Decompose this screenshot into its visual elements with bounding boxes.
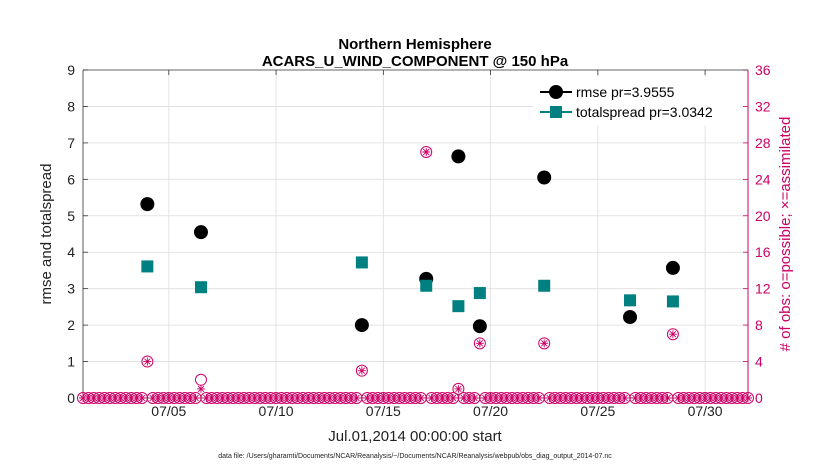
rmse-point bbox=[140, 197, 155, 212]
obs-assimilated-marker bbox=[416, 394, 425, 402]
obs-assimilated-marker bbox=[540, 339, 549, 348]
chart-title-line2: ACARS_U_WIND_COMPONENT @ 150 hPa bbox=[262, 53, 569, 70]
rmse-point bbox=[451, 149, 466, 164]
rmse-point bbox=[472, 319, 487, 334]
obs-possible-marker bbox=[141, 355, 154, 368]
x-tick-label: 07/30 bbox=[688, 403, 723, 419]
y-tick-label-right: 12 bbox=[755, 281, 771, 297]
legend-box bbox=[533, 77, 743, 125]
obs-assimilated-marker bbox=[143, 357, 152, 366]
obs-assimilated-marker bbox=[449, 394, 458, 402]
obs-possible-marker bbox=[355, 364, 368, 377]
chart-title-line1: Northern Hemisphere bbox=[338, 36, 491, 53]
y-tick-label-right: 20 bbox=[755, 208, 771, 224]
y-tick-label-left: 7 bbox=[67, 135, 75, 151]
totalspread-point bbox=[452, 300, 465, 313]
totalspread-point bbox=[473, 287, 486, 300]
obs-possible-marker bbox=[742, 392, 754, 404]
obs-possible-marker bbox=[666, 328, 679, 341]
obs-assimilated-marker bbox=[668, 330, 677, 339]
data-series bbox=[140, 149, 680, 334]
rmse-point bbox=[665, 260, 680, 275]
y-tick-label-left: 5 bbox=[67, 208, 75, 224]
x-tick-label: 07/20 bbox=[473, 403, 508, 419]
totalspread-point bbox=[355, 256, 368, 269]
y-tick-label-left: 6 bbox=[67, 171, 75, 187]
footer-data-file: data file: /Users/gharamti/Documents/NCA… bbox=[218, 453, 612, 460]
obs-assimilated-marker bbox=[620, 394, 629, 402]
y-tick-label-right: 16 bbox=[755, 244, 771, 260]
obs-assimilated-marker bbox=[534, 394, 543, 402]
obs-assimilated-marker bbox=[454, 384, 463, 393]
legend-spread-marker bbox=[550, 106, 562, 118]
y-tick-label-left: 9 bbox=[67, 62, 75, 78]
y-axis-label-left: rmse and totalspread bbox=[38, 164, 55, 305]
y-tick-label-left: 1 bbox=[67, 354, 75, 370]
obs-assimilated-marker bbox=[475, 339, 484, 348]
y-tick-label-right: 8 bbox=[755, 317, 763, 333]
y-tick-label-right: 32 bbox=[755, 98, 771, 114]
totalspread-point bbox=[666, 295, 679, 308]
x-tick-label: 07/10 bbox=[259, 403, 294, 419]
obs-assimilated-marker bbox=[357, 366, 366, 375]
y-tick-label-left: 0 bbox=[67, 390, 75, 406]
totalspread-point bbox=[194, 281, 207, 294]
obs-possible-marker bbox=[538, 337, 551, 350]
x-tick-label: 07/25 bbox=[580, 403, 615, 419]
y-tick-label-left: 2 bbox=[67, 317, 75, 333]
totalspread-point bbox=[141, 260, 154, 273]
legend: rmse pr=3.9555 totalspread pr=3.0342 bbox=[533, 77, 743, 125]
x-axis-label: Jul.01,2014 00:00:00 start bbox=[328, 428, 502, 445]
y-axis-label-right: # of obs: o=possible; ×=assimilated bbox=[777, 117, 794, 352]
obs-assimilated-marker bbox=[422, 148, 431, 156]
x-tick-label: 07/05 bbox=[151, 403, 186, 419]
rmse-point bbox=[193, 225, 208, 240]
legend-spread-label: totalspread pr=3.0342 bbox=[576, 104, 713, 120]
totalspread-point bbox=[538, 279, 551, 292]
totalspread-point bbox=[420, 279, 433, 292]
rmse-point bbox=[537, 170, 552, 185]
totalspread-point bbox=[624, 294, 637, 307]
obs-assimilated-marker bbox=[352, 394, 361, 402]
rmse-point bbox=[354, 318, 369, 333]
rmse-point bbox=[623, 310, 638, 325]
y-tick-label-right: 4 bbox=[755, 354, 763, 370]
y-tick-label-left: 3 bbox=[67, 281, 75, 297]
obs-assimilated-marker bbox=[470, 394, 479, 402]
obs-possible-marker bbox=[473, 337, 486, 350]
obs-possible-marker bbox=[420, 146, 433, 158]
y-tick-label-right: 28 bbox=[755, 135, 771, 151]
y-tick-label-right: 36 bbox=[755, 62, 771, 78]
legend-rmse-marker bbox=[549, 85, 563, 99]
obs-assimilated-marker bbox=[191, 394, 200, 402]
x-tick-label: 07/15 bbox=[366, 403, 401, 419]
y-tick-label-left: 4 bbox=[67, 244, 75, 260]
obs-assimilated-marker bbox=[744, 394, 752, 402]
legend-rmse-label: rmse pr=3.9555 bbox=[576, 84, 675, 100]
obs-assimilated-marker bbox=[663, 394, 672, 402]
obs-possible-marker bbox=[452, 382, 465, 395]
y-tick-label-right: 24 bbox=[755, 171, 771, 187]
y-tick-label-right: 0 bbox=[755, 390, 763, 406]
obs-assimilated-marker bbox=[137, 394, 146, 402]
y-tick-label-left: 8 bbox=[67, 98, 75, 114]
obs-assimilated-marker bbox=[196, 384, 205, 393]
